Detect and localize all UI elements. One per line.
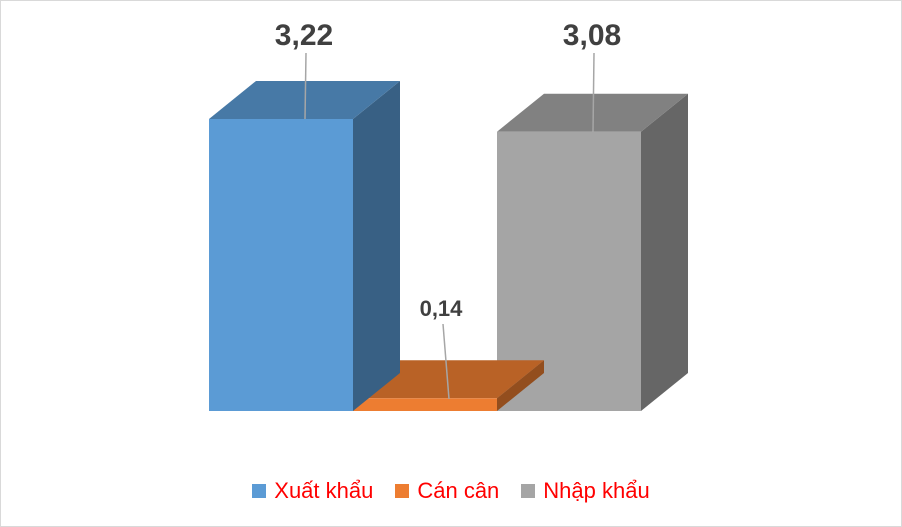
legend-label-nhap-khau: Nhập khẩu (543, 478, 650, 503)
chart-plot: 3,22 0,14 3,08 (209, 19, 688, 412)
legend-item-nhap-khau: Nhập khẩu (521, 478, 650, 503)
bar-xuat-khau (209, 81, 400, 411)
leader-line-xuat-khau (304, 52, 307, 120)
leader-line-can-can (442, 323, 450, 400)
legend-label-can-can: Cán cân (417, 478, 500, 503)
leader-line-nhap-khau (592, 52, 595, 132)
legend-item-can-can: Cán cân (395, 480, 499, 502)
bar-can-can (353, 360, 544, 411)
bar-side-xuat-khau (353, 81, 400, 411)
data-label-can-can: 0,14 (420, 296, 464, 321)
chart-legend: Xuất khẩu Cán cân Nhập khẩu (0, 476, 902, 506)
bar-front-xuat-khau (209, 119, 353, 411)
bar-side-nhap-khau (641, 93, 688, 412)
legend-swatch-xuat-khau (252, 484, 267, 498)
bar-side-can-can (497, 360, 544, 411)
legend-label-xuat-khau: Xuất khẩu (274, 478, 374, 503)
bar-front-can-can (353, 398, 497, 411)
data-label-xuat-khau: 3,22 (275, 19, 333, 52)
bar-top-can-can (353, 360, 544, 399)
legend-swatch-can-can (395, 484, 410, 498)
legend-item-xuat-khau: Xuất khẩu (252, 480, 373, 502)
bar-top-xuat-khau (209, 81, 400, 119)
legend-swatch-nhap-khau (521, 484, 536, 498)
data-label-nhap-khau: 3,08 (563, 19, 621, 52)
